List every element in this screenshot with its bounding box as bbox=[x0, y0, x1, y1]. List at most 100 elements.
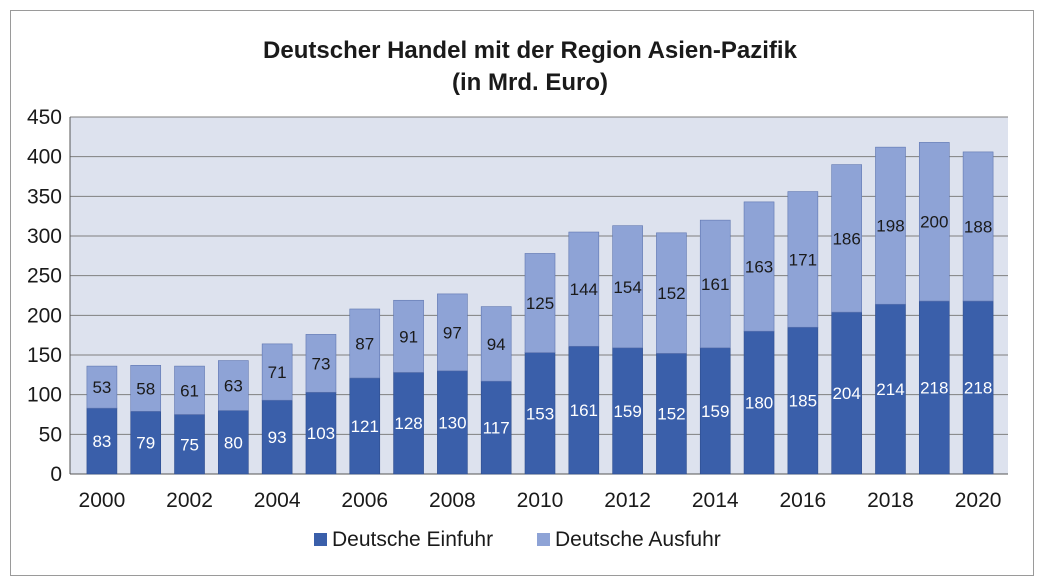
legend-swatch-ausfuhr bbox=[537, 533, 550, 546]
bar-einfuhr bbox=[699, 347, 731, 475]
legend-label-einfuhr: Deutsche Einfuhr bbox=[332, 528, 493, 551]
x-tick-label: 2006 bbox=[341, 489, 388, 512]
bar-einfuhr bbox=[831, 311, 862, 475]
data-label-einfuhr: 93 bbox=[268, 428, 287, 447]
bar-ausfuhr bbox=[612, 225, 643, 349]
x-axis: 2000 2002 2004 2006 2008 2010 2012 2014 2016 2018… bbox=[79, 489, 1002, 512]
bar-ausfuhr bbox=[437, 293, 468, 372]
legend-swatch-einfuhr bbox=[314, 533, 327, 546]
x-tick-label: 2008 bbox=[429, 489, 476, 512]
bar-ausfuhr bbox=[787, 191, 819, 328]
y-tick-label: 50 bbox=[39, 423, 62, 446]
bar-einfuhr bbox=[437, 370, 468, 475]
data-label-ausfuhr: 171 bbox=[789, 250, 817, 269]
bar-einfuhr bbox=[261, 399, 293, 475]
x-tick-label: 2010 bbox=[517, 489, 564, 512]
bar-ausfuhr bbox=[261, 343, 293, 401]
y-tick-label: 100 bbox=[27, 384, 62, 407]
x-tick-label: 2004 bbox=[254, 489, 301, 512]
chart-title-line-2: (in Mrd. Euro) bbox=[452, 69, 608, 96]
data-label-ausfuhr: 97 bbox=[443, 323, 462, 342]
x-tick-label: 2016 bbox=[779, 489, 826, 512]
data-label-einfuhr: 152 bbox=[657, 405, 685, 424]
data-label-ausfuhr: 73 bbox=[311, 354, 330, 373]
data-label-ausfuhr: 188 bbox=[964, 217, 992, 236]
x-tick-label: 2014 bbox=[692, 489, 739, 512]
bar-ausfuhr bbox=[349, 308, 381, 379]
trade-chart: Deutscher Handel mit der Region Asien-Pa… bbox=[27, 37, 1008, 551]
bars: 83 53 79 58 75 61 80 63 93 71 103 73 121 87 128 91 130 97… bbox=[86, 142, 994, 475]
data-label-ausfuhr: 94 bbox=[487, 335, 506, 354]
data-label-ausfuhr: 161 bbox=[701, 275, 729, 294]
data-label-einfuhr: 75 bbox=[180, 435, 199, 454]
data-label-einfuhr: 214 bbox=[876, 380, 904, 399]
bar-einfuhr bbox=[612, 347, 643, 475]
y-tick-label: 0 bbox=[50, 463, 62, 486]
data-label-einfuhr: 161 bbox=[570, 401, 598, 420]
bar-einfuhr bbox=[393, 372, 424, 475]
y-axis: 0 50 100 150 200 250 300 350 400 450 bbox=[27, 106, 62, 486]
x-tick-label: 2012 bbox=[604, 489, 651, 512]
bar-ausfuhr bbox=[86, 365, 118, 409]
bar-ausfuhr bbox=[831, 164, 862, 313]
y-tick-label: 250 bbox=[27, 265, 62, 288]
data-label-ausfuhr: 163 bbox=[745, 258, 773, 277]
data-label-einfuhr: 204 bbox=[832, 384, 860, 403]
bar-ausfuhr bbox=[130, 365, 162, 412]
data-label-einfuhr: 80 bbox=[224, 433, 243, 452]
y-tick-label: 200 bbox=[27, 304, 62, 327]
data-label-ausfuhr: 61 bbox=[180, 381, 199, 400]
data-label-ausfuhr: 186 bbox=[832, 229, 860, 248]
data-label-ausfuhr: 198 bbox=[876, 217, 904, 236]
data-label-ausfuhr: 63 bbox=[224, 377, 243, 396]
data-label-ausfuhr: 53 bbox=[92, 378, 111, 397]
x-tick-label: 2018 bbox=[867, 489, 914, 512]
data-label-ausfuhr: 144 bbox=[570, 280, 598, 299]
bar-einfuhr bbox=[86, 407, 118, 475]
bar-ausfuhr bbox=[568, 231, 600, 347]
legend: Deutsche Einfuhr Deutsche Ausfuhr bbox=[314, 528, 721, 551]
data-label-ausfuhr: 125 bbox=[526, 294, 554, 313]
bar-ausfuhr bbox=[480, 306, 512, 382]
bar-ausfuhr bbox=[699, 219, 731, 349]
chart-title-line-1: Deutscher Handel mit der Region Asien-Pa… bbox=[263, 37, 798, 64]
bar-ausfuhr bbox=[743, 201, 775, 332]
y-tick-label: 150 bbox=[27, 344, 62, 367]
data-label-ausfuhr: 87 bbox=[355, 334, 374, 353]
data-label-einfuhr: 159 bbox=[613, 402, 641, 421]
bar-einfuhr bbox=[875, 303, 906, 475]
x-tick-label: 2000 bbox=[79, 489, 126, 512]
bar-einfuhr bbox=[787, 326, 819, 475]
data-label-ausfuhr: 200 bbox=[920, 213, 948, 232]
y-tick-label: 350 bbox=[27, 185, 62, 208]
bar-ausfuhr bbox=[962, 151, 994, 302]
bar-ausfuhr bbox=[305, 334, 337, 393]
y-tick-label: 300 bbox=[27, 225, 62, 248]
x-tick-label: 2020 bbox=[955, 489, 1002, 512]
data-label-einfuhr: 159 bbox=[701, 402, 729, 421]
chart-frame: Deutscher Handel mit der Region Asien-Pa… bbox=[10, 10, 1034, 576]
y-tick-label: 400 bbox=[27, 146, 62, 169]
bar-einfuhr bbox=[349, 377, 381, 475]
data-label-ausfuhr: 58 bbox=[136, 379, 155, 398]
data-label-einfuhr: 121 bbox=[351, 417, 379, 436]
x-tick-label: 2002 bbox=[166, 489, 213, 512]
data-label-ausfuhr: 71 bbox=[268, 363, 287, 382]
data-label-einfuhr: 180 bbox=[745, 394, 773, 413]
bar-einfuhr bbox=[568, 345, 600, 475]
bar-einfuhr bbox=[218, 410, 249, 475]
bar-einfuhr bbox=[130, 411, 162, 475]
bar-ausfuhr bbox=[918, 142, 950, 302]
bar-einfuhr bbox=[962, 300, 994, 475]
bar-einfuhr bbox=[174, 414, 205, 475]
data-label-einfuhr: 185 bbox=[789, 392, 817, 411]
data-label-einfuhr: 79 bbox=[136, 434, 155, 453]
bar-ausfuhr bbox=[524, 253, 556, 353]
data-label-einfuhr: 117 bbox=[483, 419, 510, 438]
bar-ausfuhr bbox=[875, 146, 906, 305]
data-label-einfuhr: 218 bbox=[964, 379, 992, 398]
data-label-einfuhr: 130 bbox=[438, 413, 466, 432]
data-label-einfuhr: 153 bbox=[526, 404, 554, 423]
bar-ausfuhr bbox=[218, 360, 249, 411]
bar-einfuhr bbox=[480, 380, 512, 475]
